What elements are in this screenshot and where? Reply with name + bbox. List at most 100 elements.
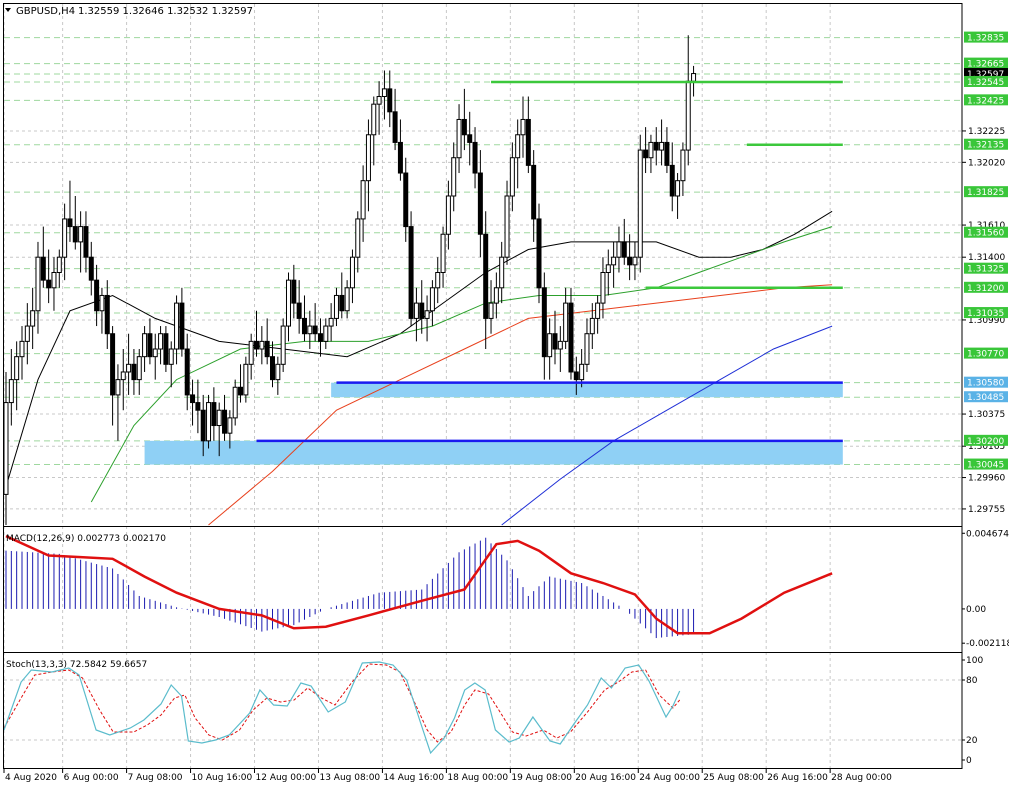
candle [301,295,307,342]
price-tick-label: 1.29755 [968,505,1005,515]
dropdown-triangle-icon[interactable] [5,8,11,12]
sma-red-line [208,284,833,526]
candle-body [184,348,190,396]
price-tick-label: 1.30990 [968,316,1005,326]
candle-body [259,340,265,350]
candle-body [387,88,393,113]
candle-body [88,256,94,281]
price-tick-label: 1.32225 [968,127,1005,137]
candle-body [419,302,425,319]
candle [94,264,100,327]
candle-body [211,402,217,427]
candle [40,226,46,288]
candle-body [115,379,121,396]
candle [499,241,505,304]
candle [163,326,169,372]
candle-body [291,279,297,304]
candle-body [190,394,196,404]
candle [424,295,430,342]
candle [72,195,78,250]
candle [323,318,329,350]
candle [445,180,451,250]
candle [259,326,265,365]
time-tick-label: 10 Aug 16:00 [192,773,253,783]
candle-body [232,386,238,419]
candle-body [563,302,569,342]
candle-body [600,272,606,304]
candle [525,96,531,174]
candle-body [456,118,462,159]
price-tick-label: 1.31400 [968,253,1005,263]
panel-frames [3,3,963,769]
candle [19,326,25,380]
candle-body [307,325,313,335]
candle-body [51,272,57,289]
macd-panel [5,534,833,639]
candlesticks[interactable] [3,35,697,525]
candle-body [195,402,201,411]
price-tag-label: 1.32665 [967,60,1004,70]
candle [675,173,681,219]
price-tag-label: 1.30580 [967,379,1004,389]
candle [611,241,617,288]
candle-body [355,218,361,258]
candle [600,257,606,319]
candle-body [254,340,260,350]
candle [227,410,233,449]
candle [285,272,291,342]
candle-body [584,333,590,365]
candle [621,218,627,265]
time-tick-label: 19 Aug 08:00 [511,773,572,783]
candle-body [206,402,212,442]
stoch-main-line [3,661,681,755]
symbol-label: GBPUSD,H4 [16,6,75,17]
candle-body [515,134,521,159]
candle [488,280,494,334]
candle [131,349,137,395]
candle [35,241,41,334]
candle-body [627,256,633,266]
candle-body [46,279,52,289]
candle [557,326,563,372]
candle-body [509,157,515,197]
candle [333,287,339,327]
candle-body [472,141,478,174]
candle-body [568,302,574,373]
candle-body [333,294,339,319]
candle [158,326,164,365]
candle-body [541,287,547,358]
candle-body [675,180,681,197]
price-tag-label: 1.32545 [967,78,1004,88]
candle-body [264,340,270,358]
price-tag-bg [964,75,1008,87]
candle [243,356,249,403]
price-tick-label: 1.29960 [968,474,1005,484]
candle-body [632,256,638,266]
candle-body [243,363,249,396]
horizontal-levels[interactable] [256,80,843,443]
price-tag-label: 1.30485 [967,393,1004,403]
candle [328,303,334,342]
candle-body [174,302,180,350]
candle [62,203,68,281]
price-tag-bg [964,434,1008,446]
candle-body [238,386,244,396]
zone-2 [144,440,843,465]
price-tag-bg [964,94,1008,106]
candle-body [227,417,233,434]
candle-body [296,302,302,319]
price-tick-label: 1.31610 [968,221,1005,231]
candle [280,318,286,372]
candle [413,287,419,342]
candle [605,249,611,296]
macd-tick-label: 0.004674 [966,529,1009,539]
time-tick-label: 14 Aug 16:00 [383,773,444,783]
candle-body [78,226,84,243]
candle-body [339,294,345,312]
candle [637,134,643,273]
candle-body [621,241,627,258]
candle [24,303,30,365]
candle-body [488,302,494,319]
candle-body [136,356,142,381]
candle-body [531,164,537,220]
